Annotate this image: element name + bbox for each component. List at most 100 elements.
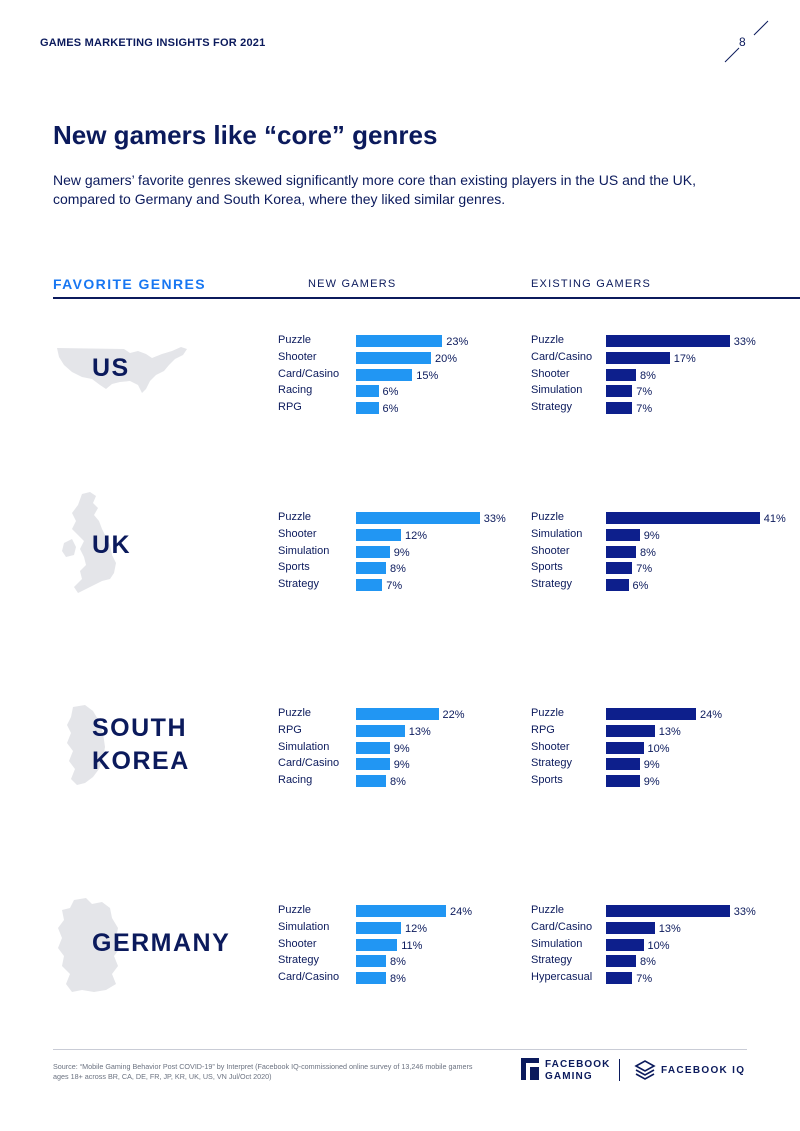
page-number: 8 <box>739 35 746 49</box>
facebook-iq-logo-icon <box>634 1060 656 1080</box>
us-existing-gamers-value-label: 8% <box>640 369 656 382</box>
south-korea-new-gamers-value-label: 22% <box>442 709 465 721</box>
country-name-germany: GERMANY <box>92 929 231 957</box>
uk-new-gamers-value-label: 33% <box>483 513 506 525</box>
germany-existing-gamers-category-label: Strategy <box>531 954 572 967</box>
us-new-gamers-value-label: 6% <box>382 386 399 399</box>
germany-new-gamers-value-label: 8% <box>390 973 406 986</box>
uk-existing-gamers-category-label: Shooter <box>531 544 570 557</box>
us-existing-gamers-value-label: 7% <box>636 386 653 399</box>
us-new-gamers-bar <box>356 351 431 364</box>
south-korea-existing-gamers-bar <box>606 741 644 754</box>
south-korea-new-gamers-category-label: Simulation <box>278 740 330 753</box>
south-korea-existing-gamers-bar <box>606 708 696 720</box>
us-existing-gamers-bar <box>606 402 633 415</box>
uk-existing-gamers-bar <box>606 512 760 524</box>
uk-existing-gamers-bar <box>606 579 629 592</box>
south-korea-new-gamers-value-label: 13% <box>408 725 431 738</box>
germany-existing-gamers-category-label: Puzzle <box>531 904 565 916</box>
germany-new-gamers-value-label: 8% <box>390 956 406 969</box>
facebook-iq-logo-text: FACEBOOK IQ <box>661 1065 746 1076</box>
germany-new-gamers-bar <box>356 938 398 951</box>
page-subtitle: New gamers’ favorite genres skewed signi… <box>53 172 697 207</box>
uk-existing-gamers-bar <box>606 545 636 558</box>
south-korea-existing-gamers-category-label: Puzzle <box>531 707 565 719</box>
uk-new-gamers-bar <box>356 512 480 524</box>
us-existing-gamers-bar <box>606 351 670 364</box>
uk-existing-gamers-category-label: Sports <box>531 561 563 574</box>
south-korea-existing-gamers-category-label: Strategy <box>531 757 572 770</box>
country-name-uk: UK <box>92 531 132 559</box>
germany-existing-gamers-bar <box>606 972 633 985</box>
uk-new-gamers-category-label: Shooter <box>278 527 317 540</box>
south-korea-existing-gamers-category-label: Shooter <box>531 740 570 753</box>
germany-existing-gamers-bar <box>606 921 655 934</box>
germany-new-gamers-bar <box>356 921 401 934</box>
section-divider <box>53 297 800 299</box>
us-new-gamers-value-label: 6% <box>382 403 399 416</box>
us-new-gamers-value-label: 20% <box>435 352 458 365</box>
us-new-gamers-category-label: Card/Casino <box>278 367 340 380</box>
germany-existing-gamers-bar <box>606 905 730 917</box>
uk-new-gamers-value-label: 12% <box>405 529 428 542</box>
south-korea-new-gamers-bar <box>356 724 405 737</box>
facebook-gaming-logo-text: FACEBOOK GAMING <box>545 1059 611 1082</box>
uk-existing-gamers-bar <box>606 562 633 575</box>
germany-existing-gamers-category-label: Card/Casino <box>531 920 593 933</box>
uk-map-icon <box>62 492 116 593</box>
uk-existing-gamers-value-label: 7% <box>636 563 653 576</box>
page-title: New gamers like “core” genres <box>53 120 438 150</box>
us-existing-gamers-category-label: Simulation <box>531 384 583 397</box>
uk-existing-gamers-value-label: 9% <box>643 529 660 542</box>
south-korea-existing-gamers-value-label: 10% <box>647 742 670 755</box>
south-korea-existing-gamers-category-label: Sports <box>531 774 563 787</box>
uk-existing-gamers-value-label: 8% <box>640 546 656 559</box>
south-korea-new-gamers-value-label: 9% <box>393 759 410 772</box>
us-existing-gamers-bar <box>606 335 730 347</box>
uk-new-gamers-category-label: Simulation <box>278 544 330 557</box>
us-new-gamers-bar <box>356 335 443 347</box>
us-new-gamers-bar <box>356 402 379 415</box>
uk-new-gamers-category-label: Puzzle <box>278 511 312 523</box>
us-existing-gamers-bar <box>606 385 633 398</box>
uk-new-gamers-value-label: 7% <box>386 580 403 593</box>
section-label: FAVORITE GENRES <box>53 276 206 292</box>
south-korea-new-gamers-value-label: 8% <box>390 776 406 789</box>
south-korea-new-gamers-category-label: Puzzle <box>278 707 312 719</box>
uk-existing-gamers-bar <box>606 528 640 541</box>
germany-existing-gamers-value-label: 8% <box>640 956 656 969</box>
uk-new-gamers-category-label: Strategy <box>278 578 319 591</box>
germany-existing-gamers-value-label: 10% <box>647 939 670 952</box>
footer-divider <box>53 1049 747 1050</box>
country-name-us: US <box>92 354 130 382</box>
uk-existing-gamers-value-label: 41% <box>763 513 786 525</box>
germany-new-gamers-category-label: Strategy <box>278 954 319 967</box>
facebook-gaming-logo-icon <box>521 1058 539 1080</box>
south-korea-map-icon <box>67 705 105 785</box>
us-existing-gamers-bar <box>606 368 636 381</box>
south-korea-existing-gamers-value-label: 9% <box>643 776 660 789</box>
germany-map-icon <box>58 898 120 992</box>
south-korea-existing-gamers-value-label: 13% <box>658 725 681 738</box>
country-name-south-korea: SOUTH KOREA <box>92 714 190 775</box>
south-korea-existing-gamers-bar <box>606 775 640 788</box>
us-map-icon <box>57 347 187 393</box>
south-korea-existing-gamers-value-label: 9% <box>643 759 660 772</box>
source-note: Source: “Mobile Gaming Behavior Post COV… <box>53 1062 473 1081</box>
germany-existing-gamers-value-label: 7% <box>636 973 653 986</box>
south-korea-new-gamers-category-label: Racing <box>278 774 313 787</box>
logo-separator <box>619 1059 620 1081</box>
germany-new-gamers-bar <box>356 905 446 917</box>
south-korea-new-gamers-bar <box>356 708 439 720</box>
south-korea-existing-gamers-bar <box>606 758 640 771</box>
germany-existing-gamers-bar <box>606 938 644 951</box>
existing-gamers-column-label: EXISTING GAMERS <box>531 278 652 290</box>
us-new-gamers-category-label: Racing <box>278 384 313 397</box>
germany-new-gamers-category-label: Simulation <box>278 920 330 933</box>
us-new-gamers-category-label: Puzzle <box>278 334 312 346</box>
germany-new-gamers-category-label: Puzzle <box>278 904 312 916</box>
us-new-gamers-category-label: RPG <box>278 401 302 414</box>
south-korea-new-gamers-value-label: 9% <box>393 742 410 755</box>
us-existing-gamers-category-label: Strategy <box>531 401 572 414</box>
south-korea-new-gamers-bar <box>356 758 390 771</box>
